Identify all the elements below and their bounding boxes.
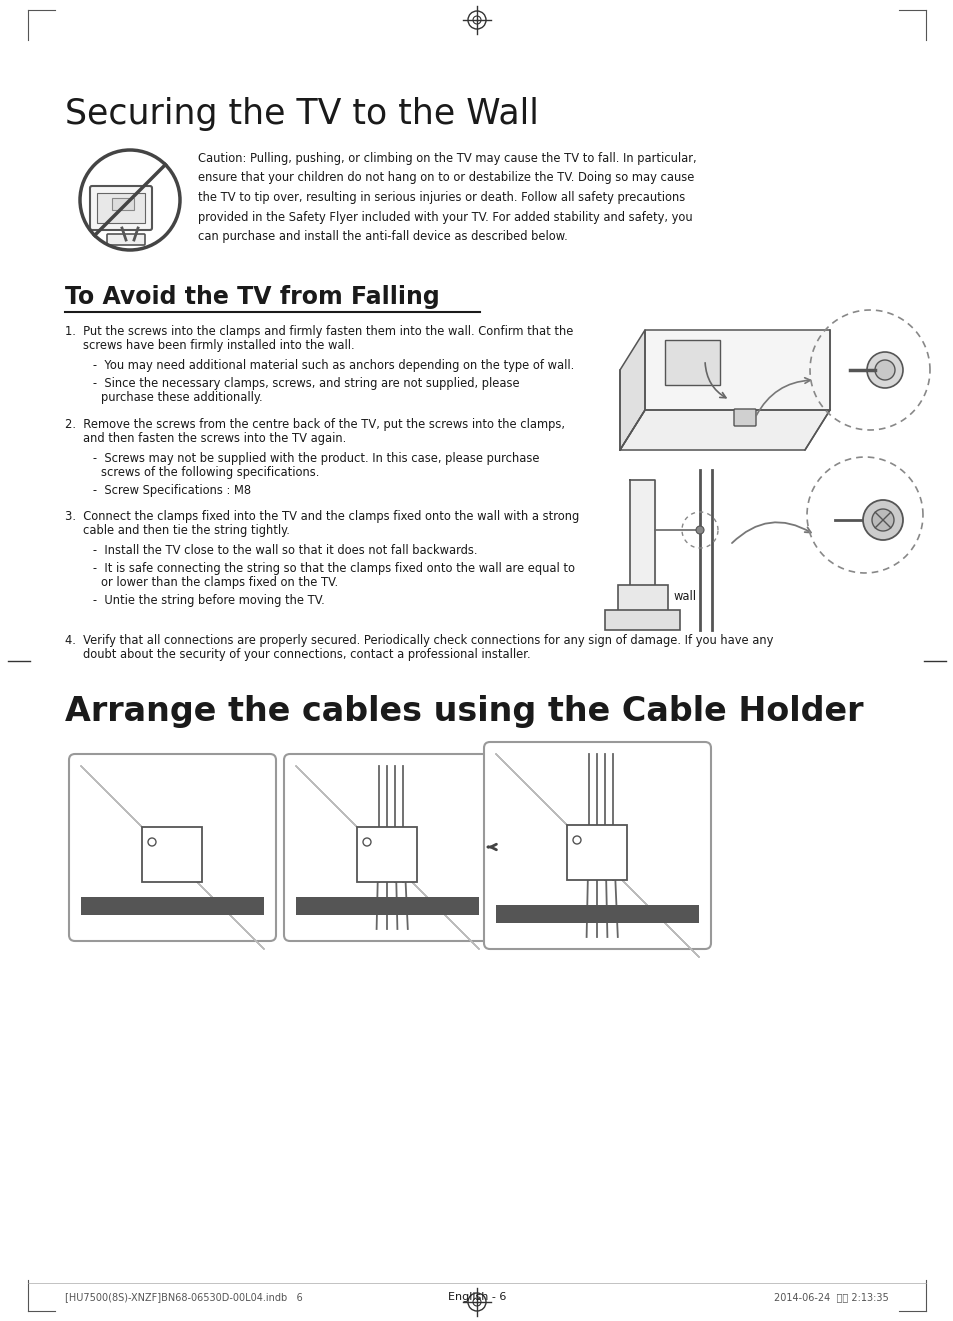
Text: -  You may need additional material such as anchors depending on the type of wal: - You may need additional material such … (92, 359, 574, 373)
Text: Securing the TV to the Wall: Securing the TV to the Wall (65, 96, 538, 131)
Text: -  Screw Specifications : M8: - Screw Specifications : M8 (92, 483, 251, 497)
Text: 1.  Put the screws into the clamps and firmly fasten them into the wall. Confirm: 1. Put the screws into the clamps and fi… (65, 325, 573, 338)
Text: doubt about the security of your connections, contact a professional installer.: doubt about the security of your connect… (83, 649, 530, 660)
Polygon shape (619, 330, 644, 450)
Text: -  Screws may not be supplied with the product. In this case, please purchase: - Screws may not be supplied with the pr… (92, 452, 539, 465)
Circle shape (866, 351, 902, 388)
Bar (496, 754, 699, 937)
Text: 2.  Remove the screws from the centre back of the TV, put the screws into the cl: 2. Remove the screws from the centre bac… (65, 417, 564, 431)
FancyBboxPatch shape (295, 897, 478, 915)
FancyBboxPatch shape (604, 610, 679, 630)
Polygon shape (629, 480, 655, 590)
Bar (295, 766, 478, 929)
Text: -  Untie the string before moving the TV.: - Untie the string before moving the TV. (92, 594, 324, 608)
FancyBboxPatch shape (284, 754, 491, 941)
Circle shape (148, 838, 156, 845)
FancyBboxPatch shape (618, 585, 667, 616)
Text: purchase these additionally.: purchase these additionally. (101, 391, 262, 404)
FancyBboxPatch shape (107, 234, 145, 244)
Text: 4.  Verify that all connections are properly secured. Periodically check connect: 4. Verify that all connections are prope… (65, 634, 773, 647)
Text: Caution: Pulling, pushing, or climbing on the TV may cause the TV to fall. In pa: Caution: Pulling, pushing, or climbing o… (198, 152, 696, 243)
Text: 2014-06-24  오전 2:13:35: 2014-06-24 오전 2:13:35 (774, 1292, 888, 1303)
FancyBboxPatch shape (142, 827, 202, 882)
Circle shape (862, 501, 902, 540)
Text: -  Install the TV close to the wall so that it does not fall backwards.: - Install the TV close to the wall so th… (92, 544, 477, 557)
FancyBboxPatch shape (97, 193, 145, 223)
Text: -  Since the necessary clamps, screws, and string are not supplied, please: - Since the necessary clamps, screws, an… (92, 376, 519, 390)
Text: screws of the following specifications.: screws of the following specifications. (101, 466, 319, 480)
Text: Arrange the cables using the Cable Holder: Arrange the cables using the Cable Holde… (65, 695, 862, 728)
Text: -  It is safe connecting the string so that the clamps fixed onto the wall are e: - It is safe connecting the string so th… (92, 561, 575, 575)
FancyBboxPatch shape (81, 897, 264, 915)
Text: and then fasten the screws into the TV again.: and then fasten the screws into the TV a… (83, 432, 346, 445)
Text: screws have been firmly installed into the wall.: screws have been firmly installed into t… (83, 339, 355, 351)
Polygon shape (619, 410, 829, 450)
Text: English - 6: English - 6 (447, 1292, 506, 1303)
Text: 3.  Connect the clamps fixed into the TV and the clamps fixed onto the wall with: 3. Connect the clamps fixed into the TV … (65, 510, 578, 523)
FancyBboxPatch shape (733, 410, 755, 425)
FancyBboxPatch shape (356, 827, 416, 882)
Text: [HU7500(8S)-XNZF]BN68-06530D-00L04.indb   6: [HU7500(8S)-XNZF]BN68-06530D-00L04.indb … (65, 1292, 302, 1303)
Circle shape (696, 526, 703, 534)
Circle shape (871, 509, 893, 531)
FancyBboxPatch shape (566, 826, 626, 880)
FancyBboxPatch shape (112, 198, 133, 210)
FancyBboxPatch shape (496, 905, 699, 923)
Text: To Avoid the TV from Falling: To Avoid the TV from Falling (65, 285, 439, 309)
FancyBboxPatch shape (483, 742, 710, 948)
Polygon shape (644, 330, 829, 410)
Text: or lower than the clamps fixed on the TV.: or lower than the clamps fixed on the TV… (101, 576, 337, 589)
FancyBboxPatch shape (69, 754, 275, 941)
Text: wall: wall (673, 590, 696, 602)
Circle shape (363, 838, 371, 845)
Circle shape (573, 836, 580, 844)
FancyBboxPatch shape (664, 339, 720, 384)
Bar (81, 766, 264, 929)
Text: cable and then tie the string tightly.: cable and then tie the string tightly. (83, 524, 290, 538)
FancyBboxPatch shape (90, 186, 152, 230)
Circle shape (874, 361, 894, 380)
